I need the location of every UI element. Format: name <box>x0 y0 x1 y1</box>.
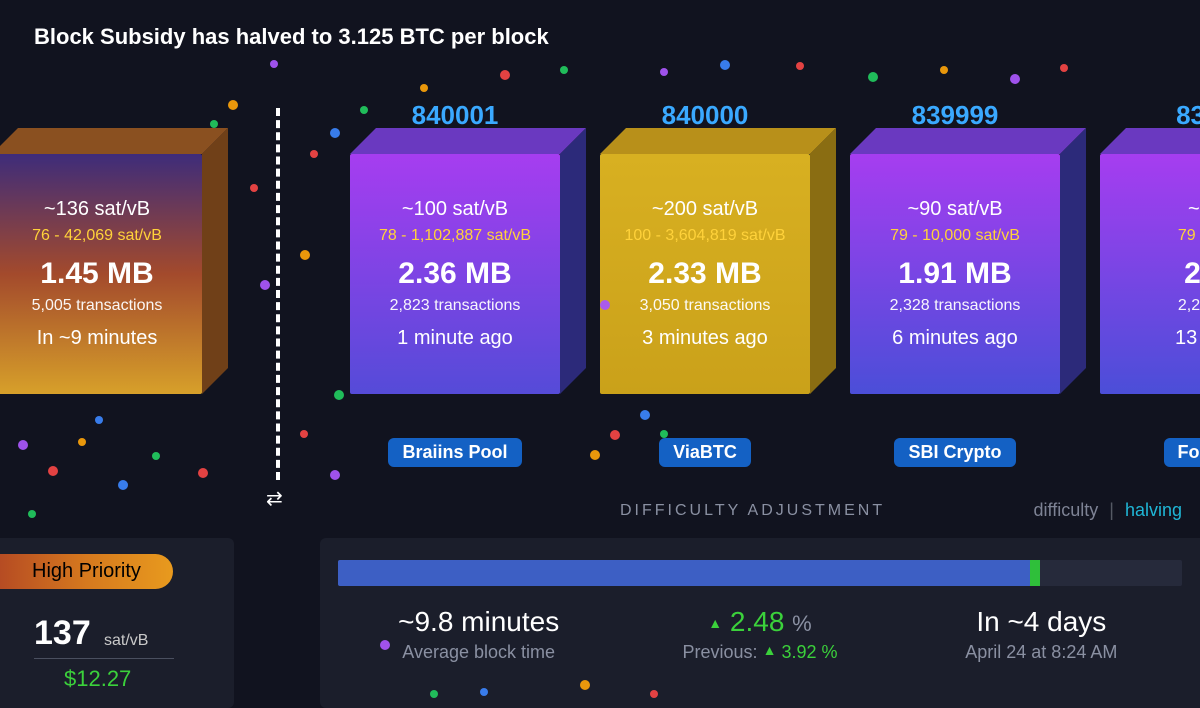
confetti-dot <box>660 430 668 438</box>
stat-eta: In ~4 days April 24 at 8:24 AM <box>901 600 1182 663</box>
mempool-divider <box>276 108 280 480</box>
block-tx: 2,254 tr <box>1178 297 1200 315</box>
confetti-dot <box>868 72 878 82</box>
fee-range: 79 - 10,000 sat/vB <box>890 227 1020 245</box>
fee-median: ~136 sat/vB <box>44 198 150 221</box>
fee-unit: sat/vB <box>104 632 148 650</box>
block-size: 2.0 <box>1184 257 1200 291</box>
block-tx: 3,050 transactions <box>640 297 771 315</box>
block-tx: 5,005 transactions <box>32 297 163 315</box>
confetti-dot <box>660 68 668 76</box>
confetti-dot <box>310 150 318 158</box>
fee-divider <box>34 658 174 659</box>
block-size: 1.91 MB <box>898 257 1011 291</box>
fee-median: ~100 sat/vB <box>402 198 508 221</box>
fee-range: 79 - 9,0 <box>1178 227 1200 245</box>
fee-range: 100 - 3,604,819 sat/vB <box>625 227 786 245</box>
block-size: 1.45 MB <box>40 257 153 291</box>
confetti-dot <box>334 390 344 400</box>
block-time: 1 minute ago <box>397 327 513 350</box>
difficulty-bar <box>338 560 1182 586</box>
block-839999[interactable]: 839999~90 sat/vB79 - 10,000 sat/vB1.91 M… <box>850 100 1060 467</box>
difficulty-title: DIFFICULTY ADJUSTMENT <box>620 502 885 520</box>
triangle-up-icon: ▲ <box>763 642 777 658</box>
confetti-dot <box>610 430 620 440</box>
confetti-dot <box>650 690 658 698</box>
block-time: In ~9 minutes <box>37 327 158 350</box>
fee-range: 78 - 1,102,887 sat/vB <box>379 227 531 245</box>
confetti-dot <box>330 470 340 480</box>
pool-pill[interactable]: ViaBTC <box>659 438 751 467</box>
confetti-dot <box>95 416 103 424</box>
confetti-dot <box>560 66 568 74</box>
confetti-dot <box>18 440 28 450</box>
block-time: 3 minutes ago <box>642 327 768 350</box>
fee-median: ~90 sat/vB <box>907 198 1002 221</box>
fee-value: 137 <box>34 614 91 653</box>
block-840000[interactable]: 840000~200 sat/vB100 - 3,604,819 sat/vB2… <box>600 100 810 467</box>
swap-icon[interactable]: ⇄ <box>266 486 283 511</box>
stat-avg-time: ~9.8 minutes Average block time <box>338 600 619 663</box>
confetti-dot <box>330 128 340 138</box>
confetti-dot <box>1060 64 1068 72</box>
confetti-dot <box>118 480 128 490</box>
fee-median: ~200 sat/vB <box>652 198 758 221</box>
fee-range: 76 - 42,069 sat/vB <box>32 227 162 245</box>
confetti-dot <box>250 184 258 192</box>
confetti-dot <box>430 690 438 698</box>
difficulty-bar-tip <box>1030 560 1040 586</box>
fee-usd: $12.27 <box>64 666 131 692</box>
confetti-dot <box>260 280 270 290</box>
confetti-dot <box>228 100 238 110</box>
difficulty-bar-fill <box>338 560 1030 586</box>
confetti-dot <box>28 510 36 518</box>
confetti-dot <box>270 60 278 68</box>
confetti-dot <box>580 680 590 690</box>
priority-pill[interactable]: High Priority <box>0 554 173 589</box>
confetti-dot <box>210 120 218 128</box>
confetti-dot <box>500 70 510 80</box>
tab-difficulty[interactable]: difficulty <box>1034 500 1099 520</box>
pool-pill[interactable]: Braiins Pool <box>388 438 521 467</box>
confetti-dot <box>1010 74 1020 84</box>
confetti-dot <box>480 688 488 696</box>
fee-median: ~85 <box>1188 198 1200 221</box>
block-tx: 2,328 transactions <box>890 297 1021 315</box>
confetti-dot <box>78 438 86 446</box>
tab-halving[interactable]: halving <box>1125 500 1182 520</box>
confetti-dot <box>300 250 310 260</box>
triangle-up-icon: ▲ <box>708 615 722 631</box>
block-time: 13 min <box>1175 327 1200 350</box>
mempool-block[interactable]: ~136 sat/vB 76 - 42,069 sat/vB 1.45 MB 5,00… <box>0 100 202 394</box>
stat-delta: ▲ 2.48 % Previous: ▲ 3.92 % <box>619 600 900 663</box>
pool-pill[interactable]: Found <box>1164 438 1200 467</box>
difficulty-panel: ~9.8 minutes Average block time ▲ 2.48 %… <box>320 538 1200 708</box>
confetti-dot <box>600 300 610 310</box>
confetti-dot <box>198 468 208 478</box>
confetti-dot <box>360 106 368 114</box>
difficulty-tabs: difficulty | halving <box>1034 500 1182 521</box>
block-size: 2.36 MB <box>398 257 511 291</box>
block-time: 6 minutes ago <box>892 327 1018 350</box>
block-840001[interactable]: 840001~100 sat/vB78 - 1,102,887 sat/vB2.… <box>350 100 560 467</box>
confetti-dot <box>300 430 308 438</box>
confetti-dot <box>940 66 948 74</box>
page-headline: Block Subsidy has halved to 3.125 BTC pe… <box>34 24 549 50</box>
confetti-dot <box>720 60 730 70</box>
confetti-dot <box>796 62 804 70</box>
confetti-dot <box>590 450 600 460</box>
block-8399[interactable]: 8399~8579 - 9,02.02,254 tr13 minFound <box>1100 100 1200 467</box>
block-size: 2.33 MB <box>648 257 761 291</box>
fee-panel: High Priority 137 sat/vB $12.27 <box>0 538 234 708</box>
confetti-dot <box>420 84 428 92</box>
confetti-dot <box>48 466 58 476</box>
block-tx: 2,823 transactions <box>390 297 521 315</box>
confetti-dot <box>380 640 390 650</box>
confetti-dot <box>152 452 160 460</box>
pool-pill[interactable]: SBI Crypto <box>894 438 1015 467</box>
confetti-dot <box>640 410 650 420</box>
